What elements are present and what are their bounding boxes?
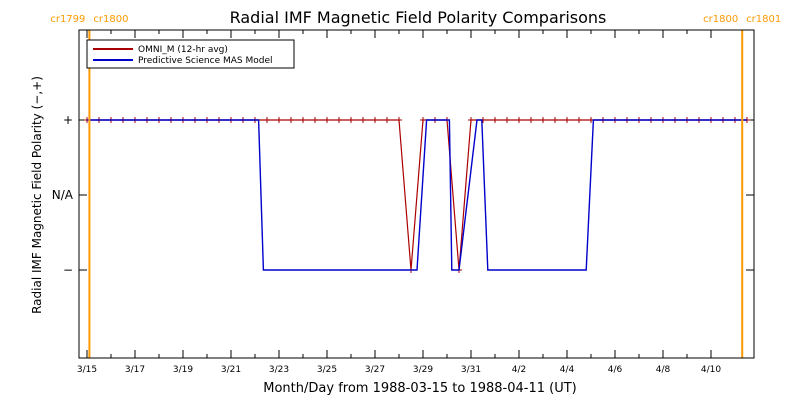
plot-frame bbox=[78, 29, 755, 359]
data-point-omni bbox=[396, 117, 402, 123]
x-tick-label: 4/6 bbox=[608, 365, 623, 375]
series-line-omni bbox=[87, 119, 747, 271]
carrington-label-left: cr1799 bbox=[50, 14, 85, 25]
data-point-omni bbox=[576, 117, 582, 123]
carrington-label-right: cr1801 bbox=[746, 14, 781, 25]
legend-box bbox=[86, 39, 295, 69]
legend-label-mas: Predictive Science MAS Model bbox=[138, 56, 273, 66]
y-tick-label: − bbox=[63, 263, 73, 277]
data-point-omni bbox=[492, 117, 498, 123]
x-tick-label: 3/17 bbox=[125, 365, 145, 375]
data-point-omni bbox=[300, 117, 306, 123]
x-tick-label: 4/2 bbox=[512, 365, 526, 375]
x-tick-label: 3/27 bbox=[365, 365, 385, 375]
x-tick-label: 3/29 bbox=[413, 365, 433, 375]
data-point-omni bbox=[276, 117, 282, 123]
x-tick-label: 3/15 bbox=[77, 365, 97, 375]
data-point-omni bbox=[264, 117, 270, 123]
data-point-omni bbox=[348, 117, 354, 123]
data-point-omni bbox=[468, 117, 474, 123]
data-point-omni bbox=[384, 117, 390, 123]
x-tick-label: 3/19 bbox=[173, 365, 193, 375]
carrington-label-left: cr1800 bbox=[703, 14, 738, 25]
data-point-omni bbox=[528, 117, 534, 123]
x-tick-label: 3/25 bbox=[317, 365, 337, 375]
x-tick-label: 3/21 bbox=[221, 365, 241, 375]
chart-title: Radial IMF Magnetic Field Polarity Compa… bbox=[230, 8, 607, 27]
series-layer bbox=[84, 117, 750, 273]
carrington-label-right: cr1800 bbox=[93, 14, 128, 25]
series-line-mas bbox=[87, 119, 747, 271]
x-tick-label: 4/4 bbox=[560, 365, 575, 375]
data-point-omni bbox=[372, 117, 378, 123]
y-tick-label: N/A bbox=[52, 188, 74, 202]
data-point-omni bbox=[324, 117, 330, 123]
x-tick-label: 3/31 bbox=[461, 365, 481, 375]
x-tick-label: 4/8 bbox=[656, 365, 671, 375]
x-tick-label: 3/23 bbox=[269, 365, 289, 375]
data-point-omni bbox=[540, 117, 546, 123]
data-point-omni bbox=[360, 117, 366, 123]
plot-area: 3/15 3/17 3/19 3/21 3/23 3/25 3/27 3/29 3/31 4/2 4… bbox=[52, 30, 754, 375]
y-axis-label: Radial IMF Magnetic Field Polarity (−,+) bbox=[30, 76, 44, 314]
x-tick-label: 4/10 bbox=[701, 365, 721, 375]
data-point-omni bbox=[516, 117, 522, 123]
legend: OMNI_M (12-hr avg) Predictive Science MA… bbox=[86, 39, 295, 69]
legend-label-omni: OMNI_M (12-hr avg) bbox=[138, 45, 228, 55]
data-point-omni bbox=[420, 117, 426, 123]
data-point-omni bbox=[552, 117, 558, 123]
data-point-omni bbox=[288, 117, 294, 123]
carrington-markers: cr1799 cr1800 cr1800 cr1801 bbox=[50, 14, 781, 358]
data-point-omni bbox=[312, 117, 318, 123]
data-point-omni bbox=[504, 117, 510, 123]
data-point-omni bbox=[336, 117, 342, 123]
data-point-omni bbox=[564, 117, 570, 123]
x-axis-label: Month/Day from 1988-03-15 to 1988-04-11 … bbox=[263, 381, 576, 396]
y-tick-label: + bbox=[63, 113, 73, 127]
